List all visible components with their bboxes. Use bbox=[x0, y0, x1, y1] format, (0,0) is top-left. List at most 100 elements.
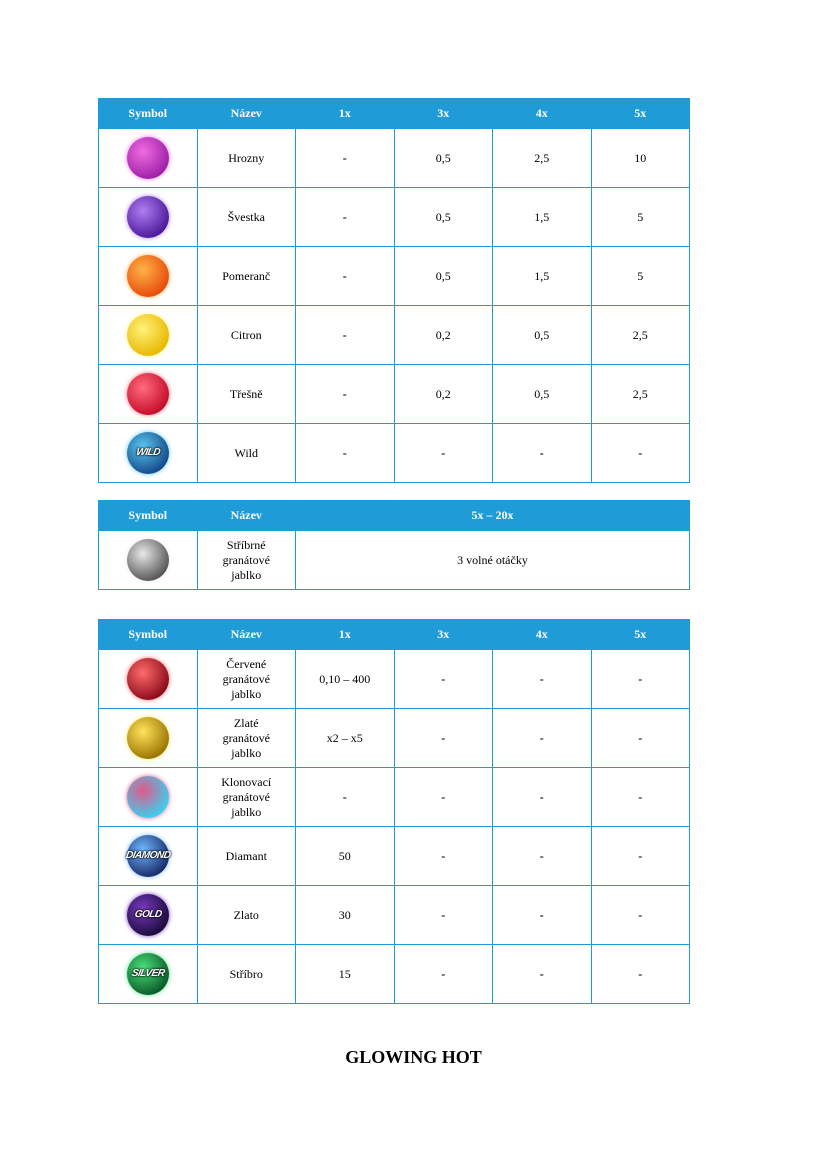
payout-value: - bbox=[590, 708, 690, 768]
payout-value: 0,2 bbox=[393, 305, 493, 365]
payout-value: 15 bbox=[295, 944, 395, 1004]
payout-value: - bbox=[393, 767, 493, 827]
payout-value: - bbox=[492, 767, 592, 827]
silver-icon: SILVER bbox=[126, 953, 169, 995]
payout-value: - bbox=[393, 708, 493, 768]
table-row: DIAMOND Diamant 50- - - bbox=[98, 826, 690, 886]
payout-value: - bbox=[295, 128, 395, 188]
symbol-name: Stříbrné granátové jablko bbox=[196, 530, 296, 590]
table-row: Zlaté granátové jablko x2 – x5- - - bbox=[98, 708, 690, 768]
column-header: Název bbox=[196, 500, 296, 531]
column-header: Symbol bbox=[98, 98, 198, 129]
payout-value: - bbox=[295, 305, 395, 365]
payout-value: 2,5 bbox=[492, 128, 592, 188]
column-header: 4x bbox=[492, 98, 592, 129]
payout-value: 50 bbox=[295, 826, 395, 886]
payout-value: 0,5 bbox=[492, 305, 592, 365]
payout-value: - bbox=[492, 649, 592, 709]
column-header: 5x – 20x bbox=[295, 500, 690, 531]
table-row: Pomeranč -0,5 1,5 5 bbox=[98, 246, 690, 306]
table-row: Citron -0,2 0,5 2,5 bbox=[98, 305, 690, 365]
paytable-main: Symbol Název 1x 3x 4x 5x Hrozny -0,5 2,5 10 Švestk… bbox=[98, 98, 690, 483]
column-header: 1x bbox=[295, 98, 395, 129]
payout-value: 1,5 bbox=[492, 246, 592, 306]
payout-value: 0,5 bbox=[492, 364, 592, 424]
column-header: 5x bbox=[590, 619, 690, 650]
gold-pomegranate-icon bbox=[126, 717, 169, 759]
symbol-name: Červené granátové jablko bbox=[196, 649, 296, 709]
payout-value: 0,5 bbox=[393, 187, 493, 247]
symbol-name: Zlato bbox=[196, 885, 296, 945]
payout-value: x2 – x5 bbox=[295, 708, 395, 768]
paytable-free-spins: Symbol Název 5x – 20x Stříbrné granátové ja… bbox=[98, 500, 690, 590]
header-row: Symbol Název 1x 3x 4x 5x bbox=[98, 98, 690, 129]
payout-value: - bbox=[492, 423, 592, 483]
column-header: Symbol bbox=[98, 619, 198, 650]
column-header: Název bbox=[196, 619, 296, 650]
symbol-cell: DIAMOND bbox=[98, 826, 198, 886]
icon-logo-text: DIAMOND bbox=[124, 849, 171, 861]
plum-icon bbox=[126, 196, 169, 238]
payout-value: - bbox=[590, 649, 690, 709]
payout-value: - bbox=[295, 187, 395, 247]
symbol-cell bbox=[98, 530, 198, 590]
payout-value: - bbox=[492, 944, 592, 1004]
icon-logo-text: SILVER bbox=[130, 967, 166, 979]
payout-value: - bbox=[393, 885, 493, 945]
symbol-name: Klonovací granátové jablko bbox=[196, 767, 296, 827]
table-row: Švestka -0,5 1,5 5 bbox=[98, 187, 690, 247]
column-header: 3x bbox=[393, 619, 493, 650]
grapes-icon bbox=[126, 137, 169, 179]
table-row: Červené granátové jablko 0,10 – 400- - - bbox=[98, 649, 690, 709]
payout-value: 5 bbox=[590, 246, 690, 306]
payout-value: - bbox=[590, 826, 690, 886]
header-row: Symbol Název 5x – 20x bbox=[98, 500, 690, 531]
symbol-name: Pomeranč bbox=[196, 246, 296, 306]
column-header: 4x bbox=[492, 619, 592, 650]
payout-value: - bbox=[295, 246, 395, 306]
payout-value: 0,10 – 400 bbox=[295, 649, 395, 709]
payout-value: 2,5 bbox=[590, 305, 690, 365]
gold-icon: GOLD bbox=[126, 894, 169, 936]
payout-value: - bbox=[295, 423, 395, 483]
table-row: GOLD Zlato 30- - - bbox=[98, 885, 690, 945]
document-title: GLOWING HOT bbox=[345, 1047, 482, 1067]
column-header: 1x bbox=[295, 619, 395, 650]
symbol-cell bbox=[98, 187, 198, 247]
payout-value: - bbox=[492, 885, 592, 945]
column-header: Symbol bbox=[98, 500, 198, 531]
clone-pomegranate-icon bbox=[126, 776, 169, 818]
payout-value: - bbox=[295, 767, 395, 827]
symbol-name: Hrozny bbox=[196, 128, 296, 188]
payout-value: 0,2 bbox=[393, 364, 493, 424]
cherries-icon bbox=[126, 373, 169, 415]
payout-value: 1,5 bbox=[492, 187, 592, 247]
symbol-cell bbox=[98, 649, 198, 709]
table-row: Hrozny -0,5 2,5 10 bbox=[98, 128, 690, 188]
symbol-cell: WILD bbox=[98, 423, 198, 483]
table-row: WILD Wild - - - - bbox=[98, 423, 690, 483]
payout-value: 0,5 bbox=[393, 246, 493, 306]
payout-value: - bbox=[295, 364, 395, 424]
wild-icon: WILD bbox=[126, 432, 169, 474]
symbol-cell: GOLD bbox=[98, 885, 198, 945]
symbol-name: Švestka bbox=[196, 187, 296, 247]
payout-value: - bbox=[590, 767, 690, 827]
symbol-cell: SILVER bbox=[98, 944, 198, 1004]
symbol-name: Diamant bbox=[196, 826, 296, 886]
diamond-icon: DIAMOND bbox=[124, 835, 171, 877]
symbol-cell bbox=[98, 246, 198, 306]
payout-value: - bbox=[590, 885, 690, 945]
symbol-name: Zlaté granátové jablko bbox=[196, 708, 296, 768]
symbol-name: Citron bbox=[196, 305, 296, 365]
payout-value: - bbox=[492, 708, 592, 768]
payout-value: 5 bbox=[590, 187, 690, 247]
table-row: SILVER Stříbro 15- - - bbox=[98, 944, 690, 1004]
symbol-name: Stříbro bbox=[196, 944, 296, 1004]
symbol-cell bbox=[98, 767, 198, 827]
payout-value: - bbox=[393, 944, 493, 1004]
payout-value: - bbox=[393, 649, 493, 709]
payout-value: - bbox=[393, 826, 493, 886]
payout-value: - bbox=[590, 944, 690, 1004]
icon-logo-text: GOLD bbox=[133, 908, 163, 920]
